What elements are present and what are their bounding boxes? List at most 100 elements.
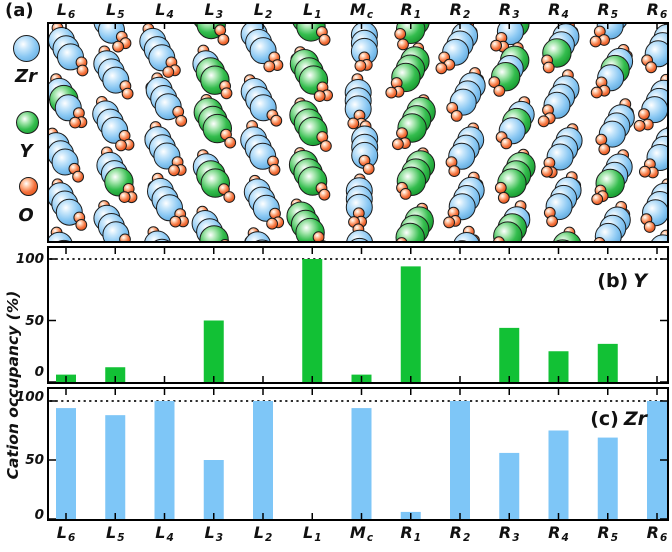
atom-cluster [48,22,89,77]
o-atom [488,76,501,88]
o-atom [72,170,85,183]
chart-y-occupancy [47,246,669,384]
o-atom [217,33,230,46]
o-atom [493,85,506,97]
bar-c-L6 [56,408,76,519]
panel-a-label: (a) [5,0,34,21]
atom-cluster [345,173,373,228]
column-label-bottom-Mc: Mc [349,523,374,544]
column-label-bottom-L3: L3 [204,523,223,544]
y-atom [199,225,229,243]
o-atom [435,62,448,75]
ytick-c-50: 50 [25,452,44,468]
structure-frame [47,22,669,243]
atom-cluster [192,149,236,203]
column-label-bottom-R5: R5 [597,523,619,544]
atom-cluster [143,226,172,243]
o-atom [633,119,646,132]
atom-cluster [641,22,669,74]
o-atom [266,217,279,230]
column-label-bottom-L2: L2 [253,523,273,544]
atom-cluster [96,146,138,204]
atom-cluster [445,122,485,178]
atom-cluster [552,226,582,243]
o-atom [537,115,550,128]
o-atom [394,27,407,40]
o-atom [354,60,367,72]
atom-cluster [595,98,635,156]
atom-cluster [495,96,535,150]
o-atom [450,110,463,122]
atom-cluster [446,67,486,122]
o-atom-icon [19,177,38,196]
atom-cluster [289,46,334,102]
panel-b-label: (b) Y [597,270,647,292]
o-atom [320,140,332,152]
o-atom [118,191,131,204]
atom-cluster [541,22,580,74]
o-atom [639,165,651,178]
panel-c-label: (c) Zr [590,408,647,430]
structure-panel [47,22,669,243]
o-atom [645,61,657,74]
o-atom [75,219,88,231]
atom-cluster [593,201,631,243]
y-atom-icon [16,111,39,134]
column-label-top-R6: R6 [646,0,668,21]
column-label-bottom-L5: L5 [105,523,125,544]
atom-cluster [93,200,133,243]
column-label-top-R3: R3 [498,0,520,21]
o-atom [590,86,603,99]
atom-cluster [640,178,669,233]
atom-cluster [139,23,181,78]
atom-cluster [244,227,272,243]
o-atom [318,33,331,46]
atom-cluster [91,22,132,53]
zr-atom-icon [13,35,40,62]
o-atom [270,114,283,127]
atom-cluster [240,120,281,176]
ytick-c-100: 100 [15,389,44,405]
column-label-top-R2: R2 [449,0,471,21]
bar-c-L4 [154,401,175,519]
atom-cluster [289,97,332,152]
atom-cluster [435,22,479,75]
atom-cluster [394,22,432,51]
o-atom [169,215,182,228]
column-label-top-R4: R4 [548,0,569,21]
atom-cluster [288,147,331,201]
ytick-b-0: 0 [34,364,44,380]
atom-cluster [443,171,485,229]
o-atom [168,164,180,177]
atom-cluster [47,73,88,129]
atom-cluster [346,223,374,243]
atom-cluster [192,44,233,100]
atom-cluster [392,94,436,151]
bar-c-L3 [203,460,224,519]
bar-b-R4 [548,351,569,382]
o-atom [490,39,503,52]
atom-cluster [240,22,284,73]
bar-b-R1 [400,266,421,382]
column-label-top-L4: L4 [155,0,174,21]
o-atom [598,143,611,156]
o-atom [318,188,331,201]
atom-cluster [191,205,231,243]
legend-label-zr: Zr [15,66,37,87]
bar-b-L5 [105,367,126,382]
ytick-b-100: 100 [15,251,44,267]
atom-cluster [243,174,285,230]
bar-c-L5 [105,415,126,519]
column-label-top-L6: L6 [56,0,76,21]
o-atom [397,38,409,51]
atom-cluster [639,124,669,179]
panel-c-letter: (c) [590,408,619,430]
o-atom [399,188,412,200]
atom-cluster [351,120,379,175]
atom-cluster [541,123,583,179]
o-atom [223,191,236,203]
column-label-bottom-L1: L1 [302,523,322,544]
o-atom [263,60,276,73]
atom-cluster [350,22,378,72]
